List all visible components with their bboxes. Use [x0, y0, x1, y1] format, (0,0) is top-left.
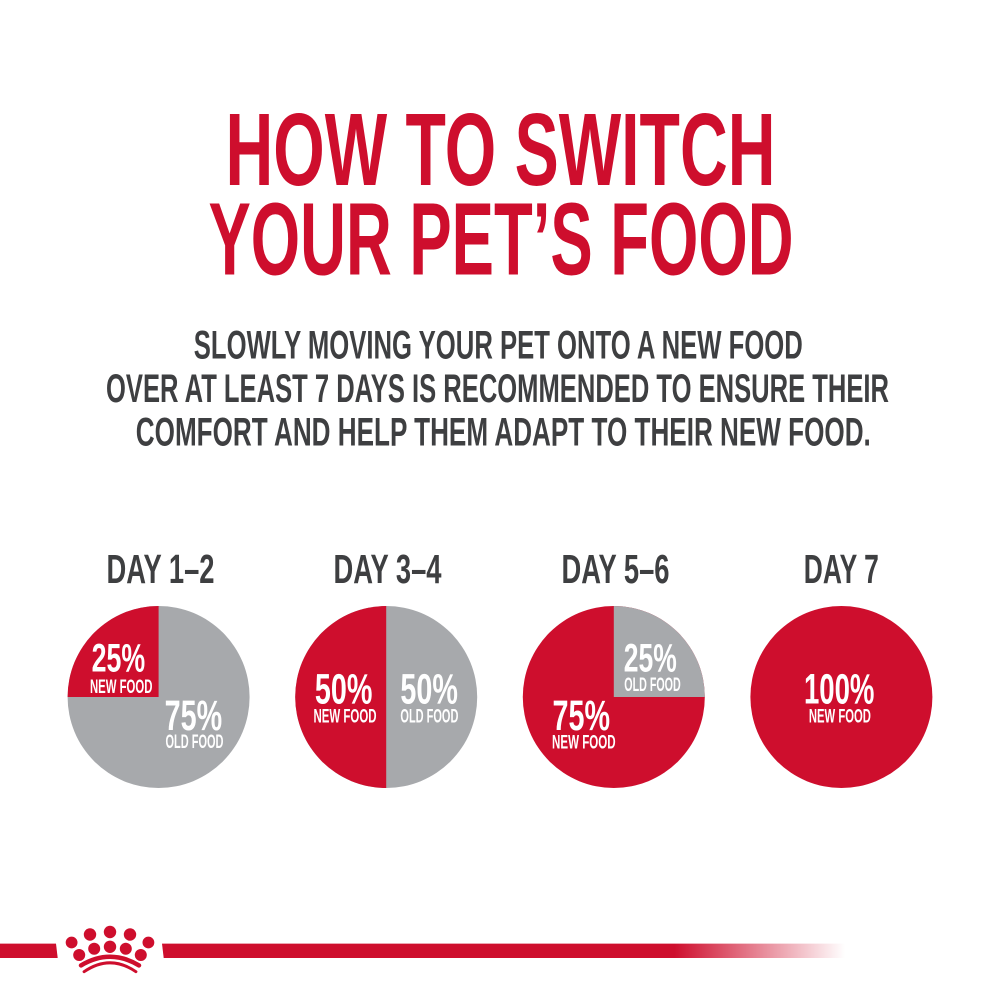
svg-text:DAY 7: DAY 7	[804, 546, 879, 592]
svg-text:HOW TO SWITCH: HOW TO SWITCH	[226, 92, 776, 207]
svg-text:25%: 25%	[92, 637, 146, 681]
svg-text:100%: 100%	[804, 667, 875, 714]
svg-text:50%: 50%	[400, 667, 458, 714]
svg-text:NEW FOOD: NEW FOOD	[90, 676, 153, 698]
svg-text:NEW FOOD: NEW FOOD	[552, 732, 616, 754]
svg-text:OLD FOOD: OLD FOOD	[624, 674, 681, 696]
svg-text:75%: 75%	[553, 693, 611, 740]
svg-text:75%: 75%	[165, 693, 223, 740]
svg-text:COMFORT AND HELP THEM ADAPT TO: COMFORT AND HELP THEM ADAPT TO THEIR NEW…	[136, 411, 871, 455]
svg-text:DAY 1–2: DAY 1–2	[107, 546, 215, 592]
svg-text:OVER AT LEAST 7 DAYS IS RECOMM: OVER AT LEAST 7 DAYS IS RECOMMENDED TO E…	[106, 367, 889, 411]
svg-text:SLOWLY MOVING YOUR PET ONTO A: SLOWLY MOVING YOUR PET ONTO A NEW FOOD	[194, 324, 803, 368]
svg-text:NEW FOOD: NEW FOOD	[809, 705, 871, 727]
svg-text:YOUR PET’S FOOD: YOUR PET’S FOOD	[209, 182, 794, 297]
svg-text:25%: 25%	[624, 637, 677, 681]
svg-text:50%: 50%	[315, 667, 373, 714]
svg-text:DAY 5–6: DAY 5–6	[562, 546, 670, 592]
svg-text:NEW FOOD: NEW FOOD	[314, 705, 377, 727]
svg-text:OLD FOOD: OLD FOOD	[166, 731, 224, 753]
svg-text:DAY 3–4: DAY 3–4	[334, 546, 442, 592]
svg-text:OLD FOOD: OLD FOOD	[400, 705, 458, 727]
